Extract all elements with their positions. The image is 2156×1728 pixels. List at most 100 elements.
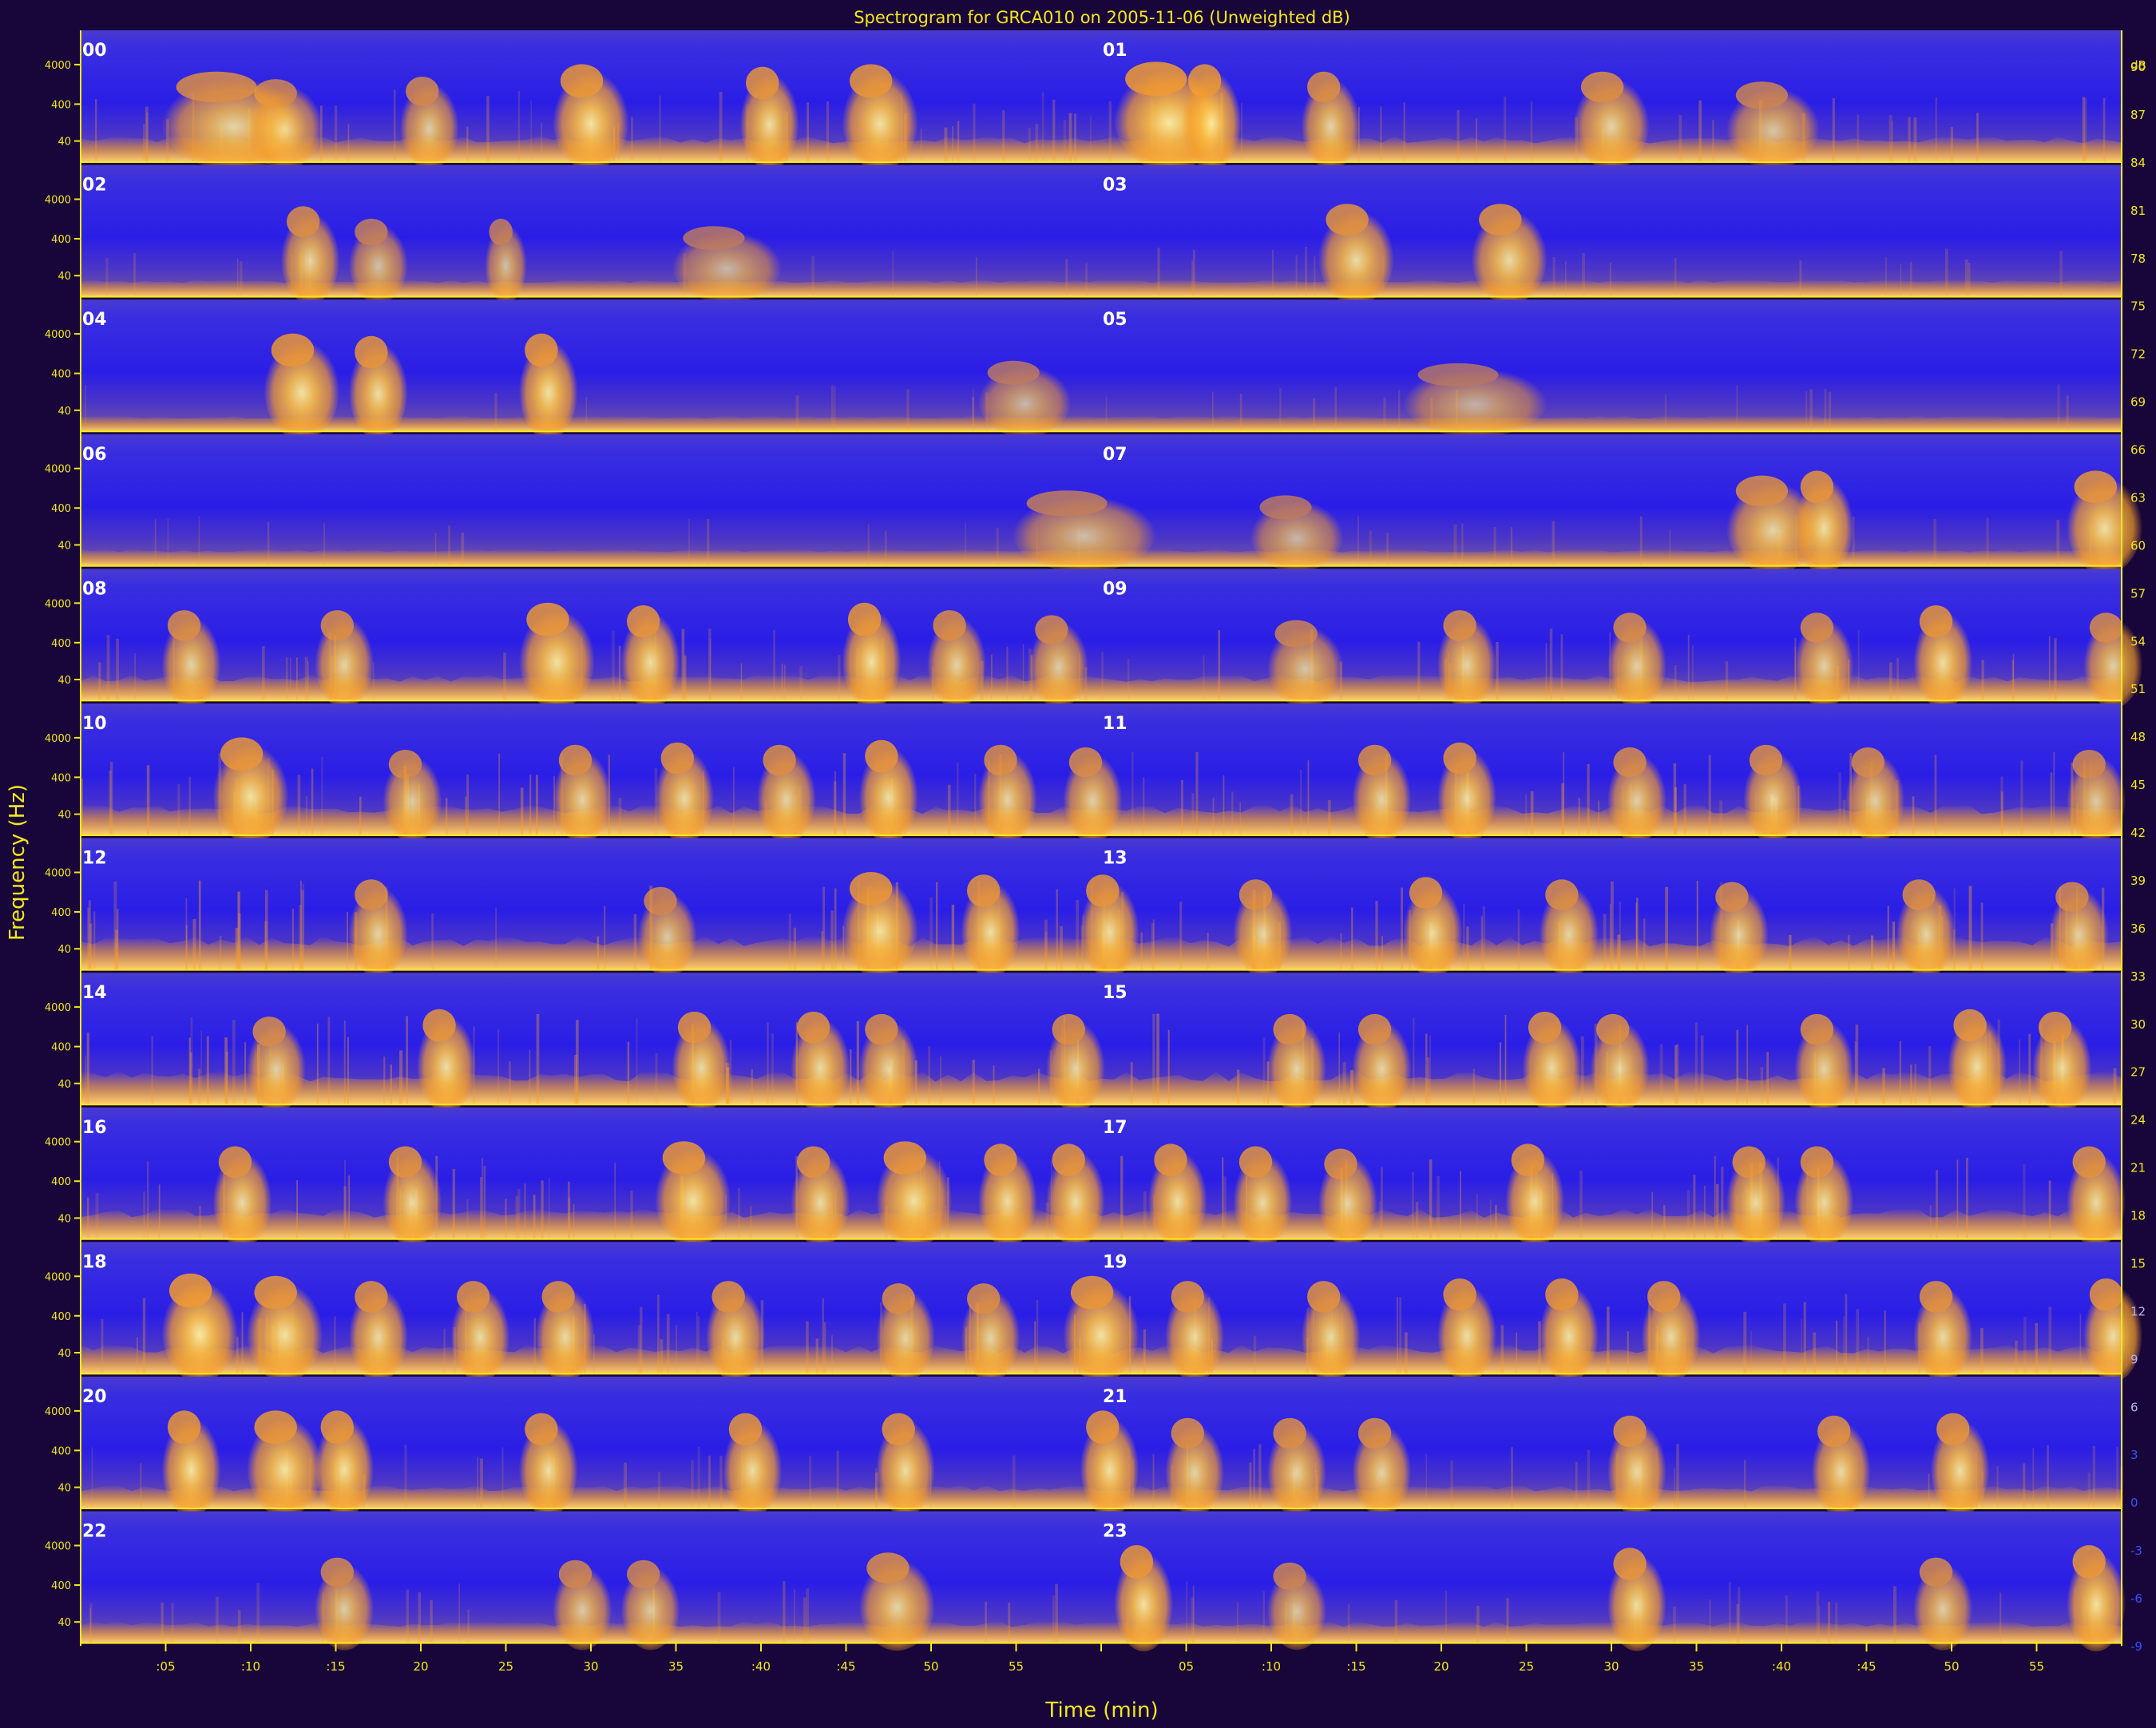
noise-streak [697, 1447, 700, 1508]
y-tick-label: 4000 [45, 1406, 71, 1418]
noise-streak [1887, 906, 1889, 970]
noise-streak [1899, 1040, 1901, 1105]
noise-streak [237, 891, 240, 970]
noise-streak [657, 1294, 660, 1374]
sound-event [2049, 882, 2109, 977]
sound-event [1794, 1013, 1854, 1112]
spectrogram-row-3: 06 07 4000 400 40 [45, 434, 2143, 574]
noise-streak [296, 657, 298, 701]
event-peak [2072, 750, 2106, 779]
sound-event [2067, 470, 2143, 574]
noise-streak [1339, 661, 1342, 701]
event-peak [683, 226, 745, 251]
noise-streak [985, 1601, 987, 1643]
noise-streak [1981, 660, 1984, 701]
noise-streak [1369, 530, 1373, 566]
noise-streak [1476, 1606, 1480, 1643]
noise-streak [1691, 645, 1694, 701]
sound-event [1114, 1545, 1174, 1652]
noise-streak [1151, 923, 1155, 970]
event-peak [252, 1017, 286, 1047]
noise-streak [1500, 1325, 1504, 1374]
noise-streak [113, 881, 117, 970]
noise-streak [806, 1588, 810, 1643]
noise-streak [618, 798, 622, 835]
noise-streak [1665, 886, 1668, 970]
noise-streak [383, 1056, 386, 1105]
noise-streak [1579, 1171, 1583, 1239]
x-tick-label: :45 [1857, 1659, 1876, 1674]
noise-streak [1746, 1025, 1749, 1105]
noise-streak [833, 386, 836, 432]
event-peak [320, 1557, 354, 1587]
noise-streak [1578, 798, 1580, 835]
noise-streak [944, 127, 948, 162]
noise-streak [1669, 529, 1671, 566]
sound-event [1794, 1146, 1854, 1247]
row-background [81, 1511, 2122, 1643]
colorbar-tick-label: 60 [2130, 538, 2146, 553]
noise-streak [684, 656, 687, 701]
noise-streak [1561, 783, 1564, 835]
event-peak [541, 1281, 575, 1313]
noise-streak [1279, 388, 1282, 432]
noise-streak [185, 898, 188, 970]
event-peak [167, 1410, 201, 1445]
noise-streak [1404, 1332, 1408, 1374]
sound-event [553, 744, 612, 843]
event-peak [1171, 1281, 1205, 1313]
noise-streak [467, 1609, 470, 1643]
noise-streak [1249, 1462, 1252, 1508]
noise-streak [343, 1021, 346, 1105]
noise-streak [1060, 925, 1064, 970]
x-tick-label: 20 [1433, 1659, 1449, 1674]
noise-streak [480, 1177, 482, 1239]
noise-streak [1496, 642, 1499, 701]
noise-streak [1545, 643, 1548, 701]
noise-streak [2000, 776, 2003, 835]
noise-streak [495, 907, 497, 970]
noise-streak [359, 796, 362, 835]
colorbar-tick-label: 54 [2130, 634, 2146, 648]
sound-event [620, 605, 680, 709]
noise-streak [1818, 1605, 1820, 1643]
sound-event [977, 744, 1037, 843]
noise-streak [1912, 796, 1915, 835]
noise-streak [2048, 1306, 2052, 1374]
hour-label-right: 19 [1103, 1252, 1128, 1272]
x-tick-label: 35 [1689, 1659, 1704, 1674]
noise-streak [347, 911, 348, 970]
sound-event [1794, 612, 1854, 708]
noise-streak [1743, 1311, 1747, 1374]
noise-streak [1180, 779, 1183, 835]
spectrogram-row-1: 02 03 4000 400 40 [45, 164, 2122, 305]
event-peak [254, 79, 297, 108]
noise-streak [1538, 1321, 1541, 1374]
sound-event [348, 879, 408, 978]
noise-streak [2011, 660, 2014, 701]
noise-streak [2066, 395, 2069, 432]
noise-streak [151, 1036, 153, 1105]
noise-streak [627, 1041, 630, 1105]
noise-streak [733, 767, 735, 835]
noise-streak [536, 775, 538, 835]
event-peak [967, 874, 1001, 907]
noise-streak [1056, 889, 1058, 970]
event-peak [320, 610, 354, 641]
event-peak [176, 71, 257, 103]
sound-event [518, 333, 578, 440]
event-peak [558, 744, 593, 776]
x-tick-label: 50 [923, 1659, 938, 1674]
noise-streak [2092, 1446, 2095, 1508]
sound-event [1845, 747, 1905, 843]
noise-streak [1598, 800, 1600, 835]
sound-event [1811, 1415, 1871, 1516]
event-peak [2074, 470, 2117, 503]
spectrogram-row-0: 00 01 4000 400 40 [45, 30, 2122, 171]
sound-event [1063, 1275, 1139, 1382]
noise-streak [483, 1165, 486, 1239]
event-peak [320, 1410, 354, 1445]
sound-event [858, 1013, 918, 1112]
noise-streak [1437, 1175, 1440, 1239]
sound-event [1028, 615, 1088, 708]
